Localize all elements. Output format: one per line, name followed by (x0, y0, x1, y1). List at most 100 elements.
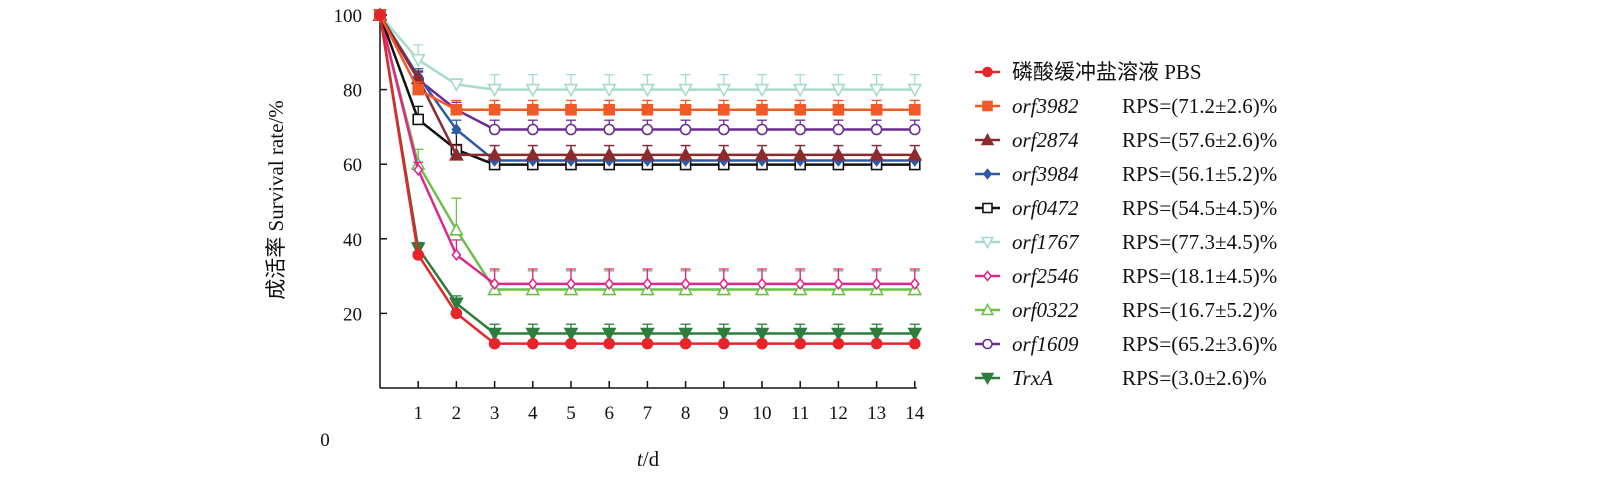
triangle-down-marker (831, 83, 846, 98)
circle-marker (526, 337, 539, 350)
circle-marker (756, 123, 768, 136)
circle-marker (679, 337, 692, 350)
legend-item: orf3982 RPS=(71.2±2.6)% (975, 94, 1277, 118)
triangle-up-marker (716, 147, 732, 161)
circle-marker (450, 307, 463, 320)
circle-marker (603, 123, 616, 136)
legend-rps: RPS=(54.5±4.5)% (1122, 196, 1277, 220)
series-orf3982 (374, 9, 921, 116)
circle-marker (982, 338, 993, 350)
circle-marker (832, 337, 845, 350)
legend-label: TrxA (1012, 366, 1053, 390)
x-tick-label: 4 (528, 403, 538, 424)
y-axis-label: 成活率 Survival rate/% (264, 100, 288, 299)
triangle-down-marker (716, 83, 732, 98)
triangle-up-marker (487, 147, 502, 161)
square-marker (717, 103, 730, 116)
diamond-marker (527, 277, 538, 291)
diamond-marker (565, 277, 577, 291)
circle-marker (717, 123, 730, 136)
circle-marker (603, 337, 616, 350)
triangle-down-marker (449, 78, 464, 93)
triangle-down-marker (907, 327, 923, 342)
square-marker (488, 103, 501, 116)
diamond-marker (489, 277, 500, 291)
legend-label: orf3982 (1012, 94, 1079, 118)
diamond-marker (795, 277, 806, 291)
x-tick-label: 3 (490, 403, 500, 424)
y-tick-label: 60 (343, 155, 362, 176)
triangle-down-marker (869, 327, 884, 342)
legend-item: 磷酸缓冲盐溶液 PBS (975, 60, 1202, 84)
diamond-marker (642, 277, 653, 291)
triangle-down-marker (678, 83, 693, 98)
series-orf1767 (372, 9, 923, 98)
y-tick-label: 20 (343, 304, 362, 325)
triangle-down-marker (410, 53, 426, 68)
circle-marker (679, 123, 692, 136)
circle-marker (908, 123, 921, 136)
x-tick-label: 14 (905, 403, 925, 424)
square-marker (982, 100, 993, 112)
legend-label: 磷酸缓冲盐溶液 PBS (1012, 60, 1202, 84)
diamond-marker (982, 270, 993, 282)
legend-label: orf1609 (1012, 332, 1079, 356)
triangle-down-marker (792, 327, 808, 342)
square-marker (908, 103, 921, 116)
circle-marker (870, 123, 883, 136)
diamond-marker (413, 163, 424, 177)
triangle-down-marker (716, 327, 732, 342)
circle-marker (908, 337, 921, 350)
legend-item: orf0472 RPS=(54.5±4.5)% (975, 196, 1277, 220)
series-orf2546 (374, 8, 920, 291)
triangle-up-marker (449, 222, 464, 236)
triangle-down-marker (487, 83, 502, 98)
square-marker (450, 103, 463, 116)
square-marker (756, 103, 768, 116)
triangle-down-marker (563, 327, 579, 342)
y-tick-label: 40 (343, 230, 362, 251)
square-marker (412, 113, 425, 126)
x-tick-label: 13 (867, 403, 886, 424)
diamond-marker (451, 248, 462, 262)
square-marker (870, 103, 883, 116)
triangle-down-marker (980, 372, 995, 386)
legend-rps: RPS=(65.2±3.6)% (1122, 332, 1277, 356)
square-marker (565, 103, 577, 116)
triangle-up-marker (449, 147, 464, 161)
legend-label: orf0472 (1012, 196, 1079, 220)
circle-marker (412, 249, 425, 261)
series-layer (372, 7, 923, 350)
legend-item: orf3984 RPS=(56.1±5.2)% (975, 162, 1277, 186)
legend-rps: RPS=(16.7±5.2)% (1122, 298, 1277, 322)
triangle-up-marker (640, 147, 655, 161)
x-tick-label: 7 (643, 403, 653, 424)
square-marker (412, 83, 425, 96)
circle-marker (982, 66, 993, 78)
triangle-down-marker (449, 297, 464, 311)
legend-rps: RPS=(56.1±5.2)% (1122, 162, 1277, 186)
diamond-marker (451, 123, 462, 136)
circle-marker (870, 337, 883, 350)
square-marker (526, 103, 539, 116)
x-tick-label: 12 (829, 403, 848, 424)
legend-rps: RPS=(18.1±4.5)% (1122, 264, 1277, 288)
diamond-marker (718, 277, 729, 291)
x-axis-label-unit: /d (643, 447, 660, 471)
triangle-down-marker (754, 327, 770, 342)
square-marker (603, 103, 616, 116)
legend-rps: RPS=(77.3±4.5)% (1122, 230, 1277, 254)
legend-rps: RPS=(3.0±2.6)% (1122, 366, 1267, 390)
triangle-up-marker (980, 132, 995, 146)
legend-item: orf0322 RPS=(16.7±5.2)% (975, 298, 1277, 322)
series-trxa (372, 9, 923, 342)
series-pbs (374, 9, 921, 350)
circle-marker (794, 337, 807, 350)
y-tick-label: 100 (334, 6, 363, 27)
origin-label: 0 (320, 430, 330, 451)
triangle-down-marker (640, 83, 655, 98)
triangle-up-marker (678, 147, 693, 161)
x-tick-label: 10 (753, 403, 772, 424)
triangle-up-marker (907, 147, 923, 161)
x-tick-label: 11 (791, 403, 809, 424)
